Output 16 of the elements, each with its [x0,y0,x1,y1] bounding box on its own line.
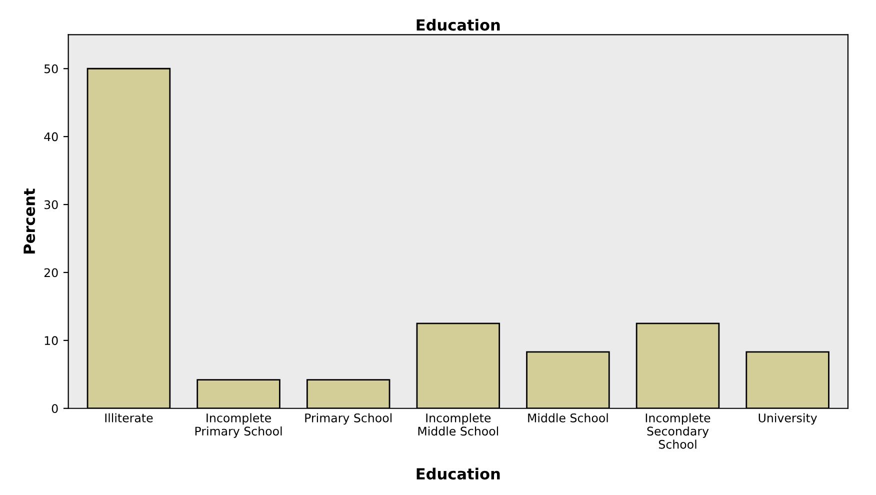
y-axis-title: Percent [24,188,36,254]
x-tick-label: Incomplete Secondary School [646,413,710,449]
x-tick-label: Primary School [305,413,392,425]
x-tick-label: Incomplete Middle School [418,413,498,436]
y-tick-label: 40 [44,132,58,142]
y-tick-label: 30 [44,200,58,210]
x-axis-title: Education [416,468,500,480]
chart-title: Education [416,18,500,31]
x-tick-label: Incomplete Primary School [195,413,282,438]
y-tick-label: 20 [44,268,58,278]
y-tick-label: 0 [52,404,58,414]
x-tick-label: Illiterate [105,413,153,422]
y-tick-label: 10 [44,336,58,346]
y-tick-label: 50 [44,64,58,74]
x-tick-label: University [758,413,817,425]
x-tick-label: Middle School [528,413,608,422]
